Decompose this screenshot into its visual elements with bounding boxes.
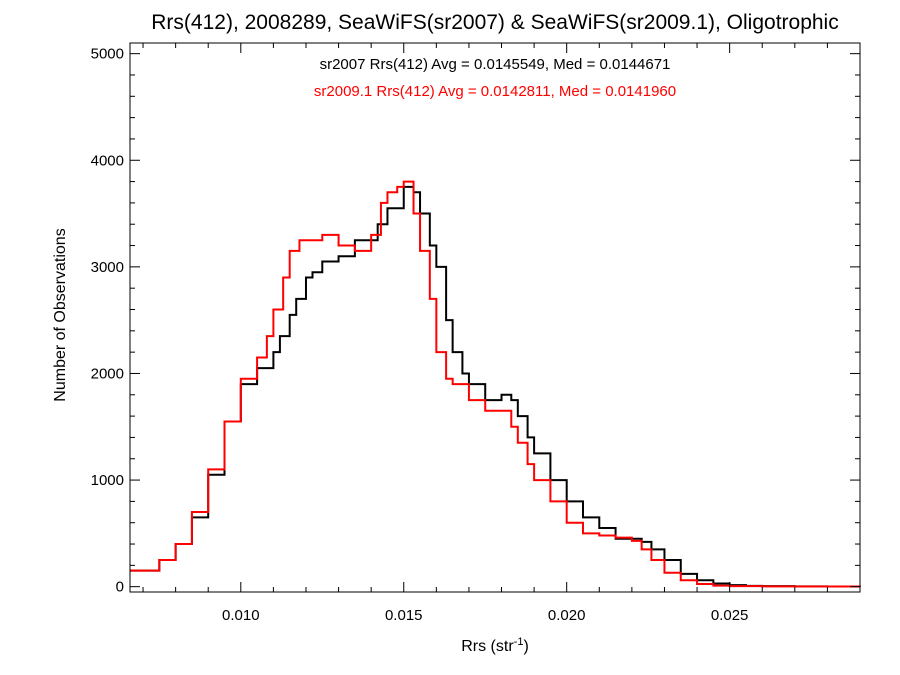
series-line-1 (130, 180, 861, 588)
y-tick-label-5: 5000 (91, 46, 124, 63)
chart-title: Rrs(412), 2008289, SeaWiFS(sr2007) & Sea… (151, 11, 838, 34)
x-axis-label-base: Rrs (str (461, 638, 514, 655)
y-axis-label: Number of Observations (52, 228, 69, 401)
y-tick-label-0: 0 (116, 579, 124, 596)
x-axis-label-superscript: -1 (514, 636, 524, 648)
y-tick-label-2: 2000 (91, 365, 124, 382)
annotation-sr2007: sr2007 Rrs(412) Avg = 0.0145549, Med = 0… (320, 56, 671, 73)
x-tick-label-0: 0.010 (222, 607, 260, 624)
x-tick-label-1: 0.015 (385, 607, 423, 624)
x-tick-label-2: 0.020 (548, 607, 586, 624)
y-tick-label-1: 1000 (91, 472, 124, 489)
series-layer (130, 180, 861, 588)
tick-layer: 0.010 0.015 0.020 0.025 0 1000 2000 3000 4000 500… (91, 43, 861, 624)
x-axis-label: Rrs (str-1) (461, 636, 529, 655)
y-tick-label-3: 3000 (91, 259, 124, 276)
plot-frame (129, 42, 861, 593)
y-tick-label-4: 4000 (91, 152, 124, 169)
series-line-0 (130, 185, 861, 588)
x-tick-label-3: 0.025 (711, 607, 749, 624)
x-axis-label-tail: ) (523, 638, 528, 655)
annotation-sr2009: sr2009.1 Rrs(412) Avg = 0.0142811, Med =… (314, 83, 676, 100)
